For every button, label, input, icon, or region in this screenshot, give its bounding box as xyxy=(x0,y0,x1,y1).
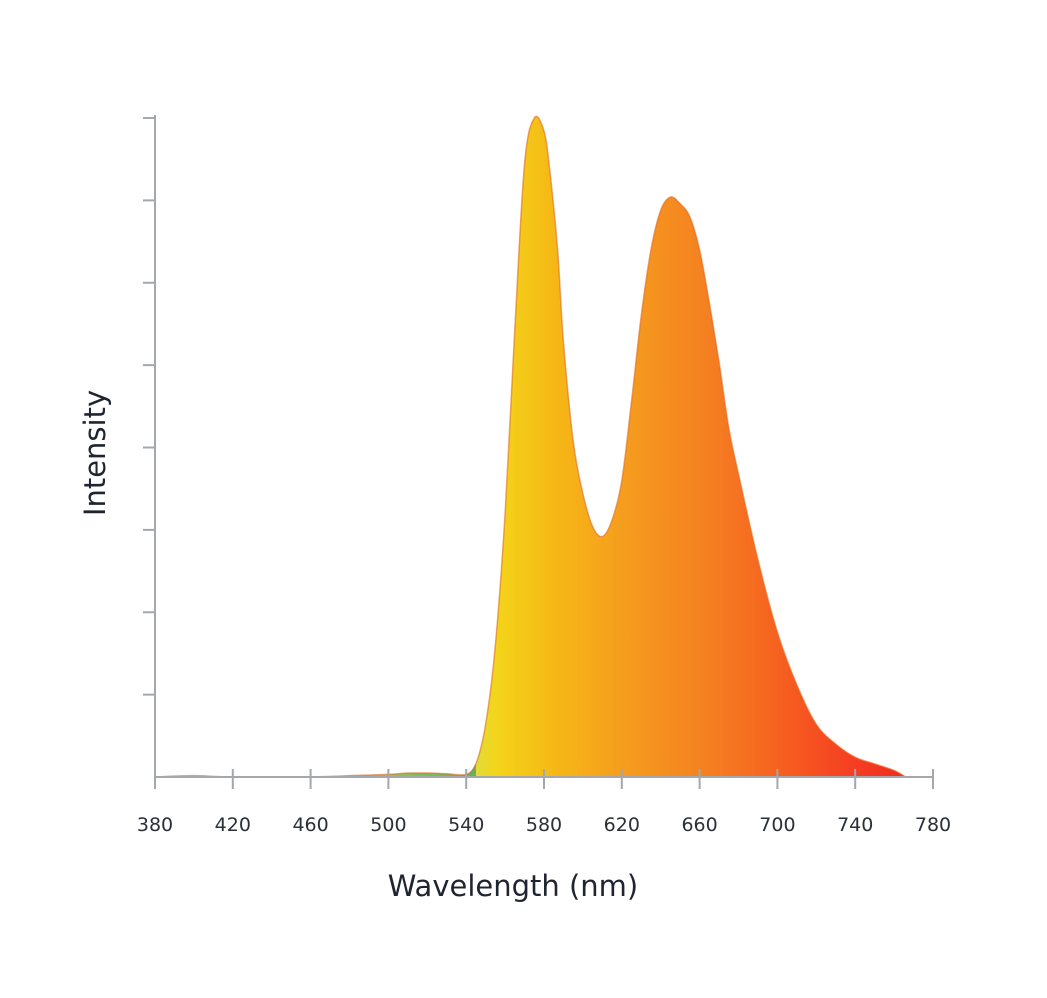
x-axis-title: Wavelength (nm) xyxy=(388,869,639,903)
y-axis-title: Intensity xyxy=(78,390,112,516)
spectrum-outline xyxy=(154,115,907,778)
x-tick-label: 380 xyxy=(137,814,173,836)
x-tick-label: 620 xyxy=(604,814,640,836)
x-ticks: 380 420 460 500 540 580 620 660 700 740 780 xyxy=(137,769,951,836)
x-tick-label: 660 xyxy=(681,814,717,836)
x-tick-label: 420 xyxy=(215,814,251,836)
x-axis: 380 420 460 500 540 580 620 660 700 740 780 xyxy=(137,769,951,836)
x-tick-label: 700 xyxy=(759,814,795,836)
y-axis xyxy=(143,115,156,777)
x-tick-label: 780 xyxy=(915,814,951,836)
plot-area xyxy=(154,115,907,778)
y-ticks xyxy=(143,117,155,696)
x-tick-label: 540 xyxy=(448,814,484,836)
spectrum-area xyxy=(155,116,907,778)
x-tick-label: 500 xyxy=(370,814,406,836)
x-tick-label: 740 xyxy=(837,814,873,836)
x-tick-label: 580 xyxy=(526,814,562,836)
spectrum-green-tail xyxy=(155,763,476,777)
x-tick-label: 460 xyxy=(292,814,328,836)
